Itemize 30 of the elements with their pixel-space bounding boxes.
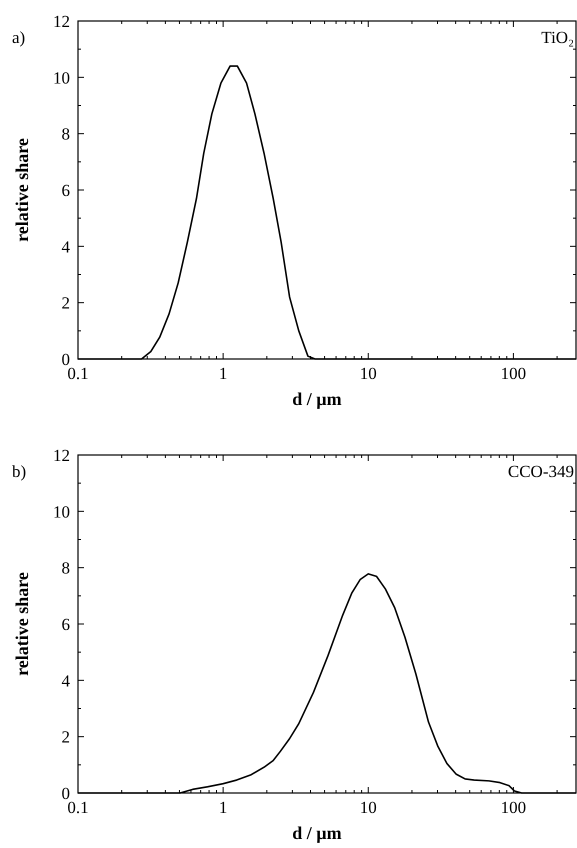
chart-title: a) <box>12 28 26 47</box>
y-tick-label: 12 <box>53 12 70 31</box>
x-tick-label: 10 <box>360 798 377 817</box>
y-tick-label: 4 <box>62 237 70 256</box>
y-tick-label: 6 <box>62 181 70 200</box>
y-tick-label: 6 <box>62 615 70 634</box>
y-tick-label: 8 <box>62 124 70 144</box>
y-tick-label: 2 <box>62 294 70 313</box>
x-axis-title: d / µm <box>292 823 342 843</box>
y-tick-label: 12 <box>53 446 70 465</box>
chart-title: b) <box>12 462 26 481</box>
y-tick-label: 2 <box>62 728 70 747</box>
y-tick-label: 0 <box>62 784 70 803</box>
x-tick-label: 100 <box>500 364 526 383</box>
y-axis-title: relative share <box>12 572 32 676</box>
x-tick-label: 100 <box>500 798 526 817</box>
y-tick-label: 0 <box>62 350 70 369</box>
y-tick-label: 8 <box>62 558 70 578</box>
x-tick-label: 10 <box>360 364 377 383</box>
x-tick-label: 0.1 <box>67 798 89 817</box>
x-axis-title: d / µm <box>292 389 342 409</box>
y-tick-label: 10 <box>53 502 70 522</box>
annotation: CCO-349 <box>508 462 574 481</box>
x-tick-label: 1 <box>218 798 228 817</box>
annotation: TiO₂ <box>541 28 574 47</box>
x-tick-label: 0.1 <box>67 364 89 383</box>
y-tick-label: 10 <box>53 68 70 88</box>
y-axis-title: relative share <box>12 138 32 242</box>
x-tick-label: 1 <box>218 364 228 383</box>
y-tick-label: 4 <box>62 671 70 690</box>
